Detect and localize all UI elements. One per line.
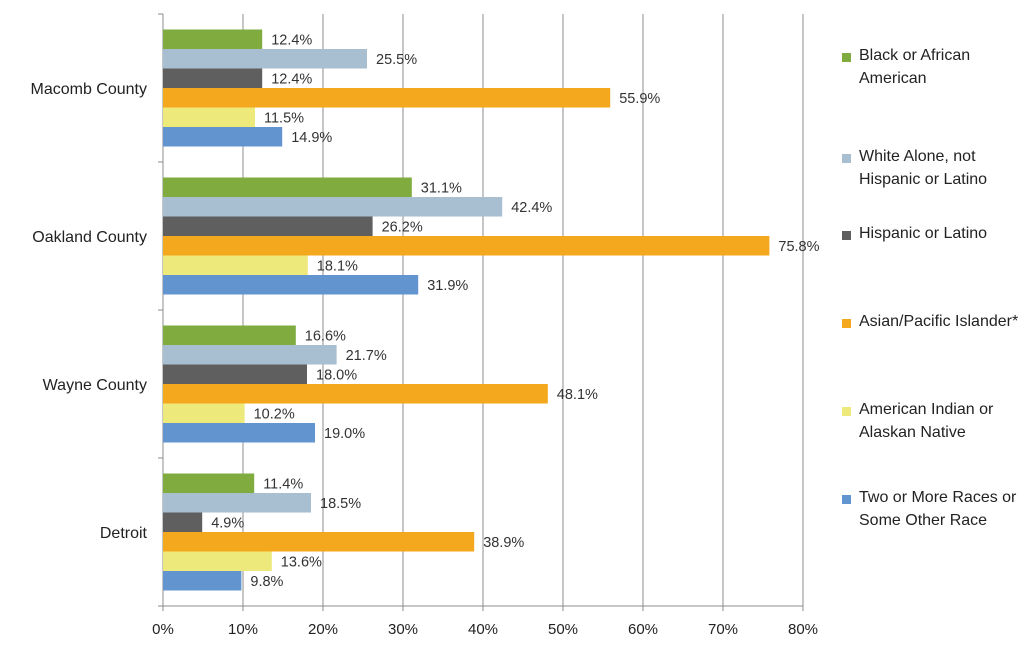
data-label: 12.4% bbox=[271, 71, 312, 87]
data-label: 18.0% bbox=[316, 367, 357, 383]
data-label: 75.8% bbox=[778, 239, 819, 255]
data-label: 31.9% bbox=[427, 278, 468, 294]
x-tick-label: 60% bbox=[628, 621, 658, 638]
data-label: 48.1% bbox=[557, 387, 598, 403]
bar bbox=[163, 29, 263, 49]
legend-swatch bbox=[842, 495, 851, 504]
bar bbox=[163, 275, 419, 295]
data-label: 4.9% bbox=[211, 515, 244, 531]
data-label: 21.7% bbox=[346, 348, 387, 364]
x-tick-label: 10% bbox=[228, 621, 258, 638]
bar bbox=[163, 512, 203, 532]
legend-item: White Alone, not Hispanic or Latino bbox=[842, 145, 1024, 191]
bar bbox=[163, 177, 412, 197]
category-label: Detroit bbox=[100, 525, 148, 542]
bar bbox=[163, 216, 373, 236]
data-label: 18.5% bbox=[320, 496, 361, 512]
bar bbox=[163, 364, 307, 384]
bar bbox=[163, 384, 548, 404]
x-tick-label: 40% bbox=[468, 621, 498, 638]
x-tick-label: 20% bbox=[308, 621, 338, 638]
legend-label: Hispanic or Latino bbox=[859, 225, 988, 242]
bar bbox=[163, 236, 770, 256]
data-label: 12.4% bbox=[271, 32, 312, 48]
x-tick-label: 70% bbox=[708, 621, 738, 638]
data-label: 38.9% bbox=[483, 535, 524, 551]
category-label: Macomb County bbox=[31, 81, 148, 98]
legend-item: Asian/Pacific Islander* bbox=[842, 310, 1024, 333]
bar bbox=[163, 493, 311, 513]
data-label: 13.6% bbox=[281, 554, 322, 570]
bar bbox=[163, 68, 263, 88]
bar bbox=[163, 551, 272, 571]
legend-label: Asian/Pacific Islander* bbox=[859, 313, 1019, 330]
data-label: 25.5% bbox=[376, 52, 417, 68]
bar bbox=[163, 345, 337, 365]
data-label: 10.2% bbox=[254, 406, 295, 422]
legend-item: Two or More Races or Some Other Race bbox=[842, 486, 1024, 532]
data-label: 26.2% bbox=[382, 219, 423, 235]
data-label: 16.6% bbox=[305, 328, 346, 344]
data-label: 42.4% bbox=[511, 200, 552, 216]
bar bbox=[163, 325, 296, 345]
bar bbox=[163, 473, 255, 493]
bar bbox=[163, 49, 367, 69]
legend-item: Black or African American bbox=[842, 44, 1024, 90]
bar bbox=[163, 423, 315, 443]
bar bbox=[163, 571, 242, 591]
bar bbox=[163, 403, 245, 423]
legend-label: Black or African American bbox=[859, 47, 971, 87]
x-tick-label: 0% bbox=[152, 621, 174, 638]
legend-item: American Indian or Alaskan Native bbox=[842, 398, 1024, 444]
legend-swatch bbox=[842, 407, 851, 416]
bar bbox=[163, 88, 611, 108]
legend-label: American Indian or Alaskan Native bbox=[859, 401, 994, 441]
legend-swatch bbox=[842, 53, 851, 62]
legend-swatch bbox=[842, 231, 851, 240]
bar bbox=[163, 127, 283, 147]
data-label: 14.9% bbox=[291, 130, 332, 146]
data-label: 55.9% bbox=[619, 91, 660, 107]
category-label: Oakland County bbox=[32, 229, 147, 246]
bar bbox=[163, 107, 255, 127]
legend-label: Two or More Races or Some Other Race bbox=[859, 489, 1017, 529]
x-tick-label: 30% bbox=[388, 621, 418, 638]
legend-swatch bbox=[842, 154, 851, 163]
data-label: 31.1% bbox=[421, 180, 462, 196]
data-label: 9.8% bbox=[250, 574, 283, 590]
bar bbox=[163, 255, 308, 275]
legend-label: White Alone, not Hispanic or Latino bbox=[859, 148, 988, 188]
data-label: 11.5% bbox=[264, 110, 304, 126]
category-label: Wayne County bbox=[43, 377, 147, 394]
data-label: 11.4% bbox=[263, 476, 303, 492]
bar bbox=[163, 197, 503, 217]
x-tick-label: 80% bbox=[788, 621, 818, 638]
legend-swatch bbox=[842, 319, 851, 328]
data-label: 18.1% bbox=[317, 258, 358, 274]
data-label: 19.0% bbox=[324, 426, 365, 442]
bar bbox=[163, 532, 475, 552]
legend-item: Hispanic or Latino bbox=[842, 222, 1024, 245]
x-tick-label: 50% bbox=[548, 621, 578, 638]
